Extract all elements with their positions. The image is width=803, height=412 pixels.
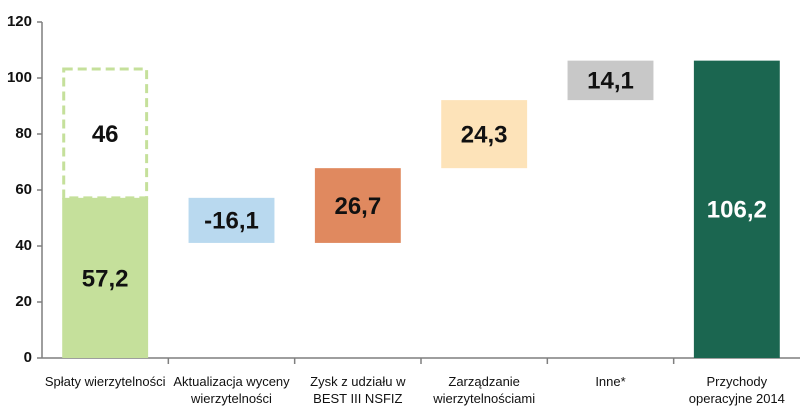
x-tick-label: Aktualizacja wyceny wierzytelności bbox=[173, 374, 290, 406]
bar bbox=[62, 197, 149, 358]
bar bbox=[567, 60, 654, 101]
bar bbox=[314, 168, 401, 243]
y-tick-label: 80 bbox=[15, 125, 32, 142]
bar-segment bbox=[62, 67, 149, 200]
bar bbox=[441, 100, 528, 169]
data-label: 106,2 bbox=[707, 197, 767, 224]
data-label: 57,2 bbox=[82, 265, 129, 292]
data-label: 14,1 bbox=[587, 68, 634, 95]
y-tick-label: 40 bbox=[15, 237, 32, 254]
y-tick-label: 60 bbox=[15, 181, 32, 198]
y-tick-label: 0 bbox=[24, 349, 32, 366]
data-label: 46 bbox=[92, 121, 119, 148]
y-tick-label: 120 bbox=[7, 13, 32, 30]
x-tick-label: Spłaty wierzytelności bbox=[44, 374, 166, 389]
x-tick-label: Przychody operacyjne 2014 bbox=[688, 374, 785, 406]
x-tick-label: Inne* bbox=[595, 374, 626, 389]
x-tick-label: Zysk z udziału w BEST III NSFIZ bbox=[310, 374, 406, 406]
x-tick-label: Zarządzanie wierzytelnościami bbox=[433, 374, 536, 406]
bar bbox=[188, 197, 275, 243]
bar bbox=[693, 60, 780, 358]
data-label: -16,1 bbox=[204, 208, 259, 235]
data-label: 24,3 bbox=[461, 121, 508, 148]
y-tick-label: 20 bbox=[15, 293, 32, 310]
y-tick-label: 100 bbox=[7, 69, 32, 86]
data-label: 26,7 bbox=[334, 193, 381, 220]
